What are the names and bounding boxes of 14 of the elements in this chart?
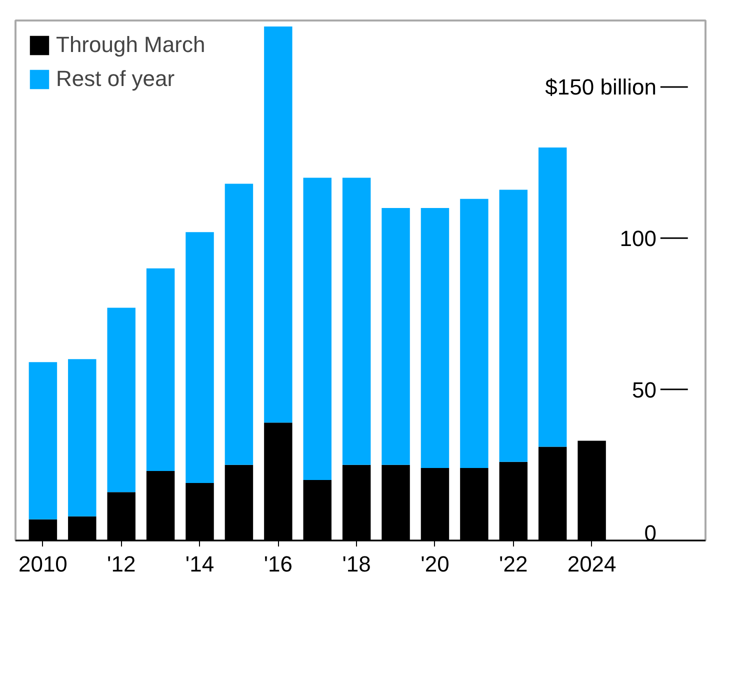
legend-label: Rest of year (56, 66, 175, 92)
y-tick-label: 50 (632, 377, 657, 402)
x-tick-label: '14 (185, 552, 214, 576)
x-tick-label: '16 (264, 552, 293, 576)
y-tick-label: 100 (620, 226, 657, 252)
legend-label: Through March (56, 32, 206, 58)
y-tick-label: 0 (644, 520, 657, 546)
x-tick-label: '20 (420, 552, 450, 576)
x-tick-label: '22 (499, 552, 528, 576)
x-tick-label: '12 (107, 552, 136, 576)
x-tick-label: '18 (342, 552, 371, 576)
y-tick-label: $150 billion (545, 74, 656, 100)
x-tick-label: 2024 (567, 552, 616, 576)
x-tick-label: 2010 (18, 552, 68, 576)
